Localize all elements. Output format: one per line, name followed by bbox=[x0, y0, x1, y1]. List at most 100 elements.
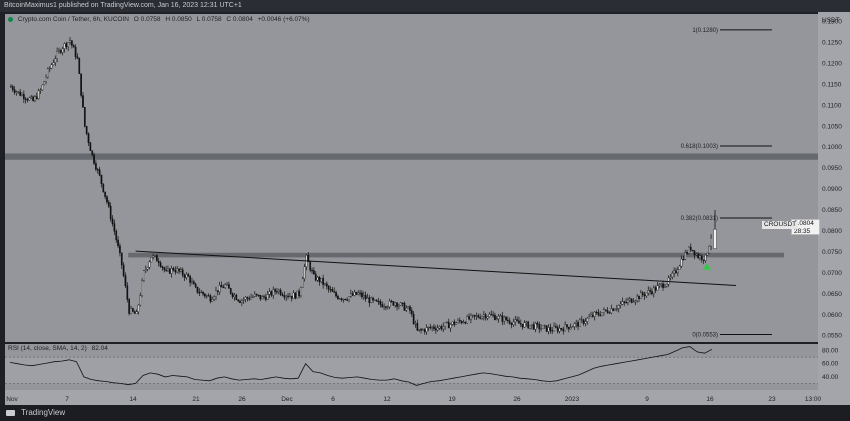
candle-body bbox=[150, 257, 153, 263]
candle-body bbox=[59, 50, 62, 53]
candle-body bbox=[152, 255, 155, 258]
candle-body bbox=[178, 268, 180, 272]
candle-body bbox=[220, 285, 223, 288]
candle-body bbox=[298, 290, 300, 296]
candle-body bbox=[547, 327, 550, 332]
candle-body bbox=[686, 252, 688, 254]
candle-body bbox=[346, 299, 348, 301]
candle-body bbox=[425, 327, 428, 333]
candle-body bbox=[414, 323, 417, 325]
candle-body bbox=[651, 291, 653, 294]
candle-body bbox=[427, 326, 430, 329]
y-tick-label: 0.1200 bbox=[822, 60, 842, 67]
candle-body bbox=[311, 269, 313, 272]
candle-body bbox=[45, 76, 47, 82]
rsi-line bbox=[9, 346, 713, 386]
candle-body bbox=[26, 99, 29, 101]
candle-body bbox=[385, 306, 387, 308]
candle-body bbox=[157, 260, 160, 264]
candle-body bbox=[654, 287, 657, 291]
candle-body bbox=[497, 315, 500, 320]
candle-body bbox=[102, 183, 105, 193]
candle-body bbox=[331, 289, 334, 292]
candle-body bbox=[47, 68, 49, 78]
candle-body bbox=[627, 299, 629, 303]
candle-body bbox=[418, 329, 421, 331]
candle-body bbox=[567, 326, 570, 330]
open-value: O 0.0758 bbox=[133, 16, 161, 23]
candle-body bbox=[277, 289, 280, 293]
candle-body bbox=[250, 297, 252, 300]
candle-body bbox=[386, 306, 389, 308]
candle-body bbox=[597, 312, 600, 315]
candle-body bbox=[710, 237, 712, 247]
candle-body bbox=[21, 94, 23, 96]
candle-body bbox=[322, 278, 324, 285]
candle-body bbox=[532, 324, 535, 330]
candle-body bbox=[362, 295, 365, 298]
candle-body bbox=[98, 169, 101, 176]
candle-body bbox=[457, 320, 459, 323]
candle-body bbox=[619, 303, 622, 306]
candle-body bbox=[229, 288, 232, 294]
candle-body bbox=[268, 291, 271, 295]
candle-body bbox=[259, 295, 262, 300]
candle-body bbox=[702, 259, 705, 261]
fib-level-label: 1(0.1280) bbox=[692, 28, 718, 34]
candle-body bbox=[272, 289, 275, 296]
candle-body bbox=[65, 43, 68, 48]
footer-brand[interactable]: TradingView bbox=[21, 408, 66, 417]
candle-body bbox=[621, 301, 624, 305]
candle-body bbox=[628, 298, 631, 301]
candle-body bbox=[645, 292, 648, 297]
x-tick-label: 21 bbox=[192, 396, 200, 403]
candle-body bbox=[665, 283, 668, 287]
trendline bbox=[135, 250, 737, 286]
candle-body bbox=[381, 304, 384, 308]
candle-body bbox=[486, 316, 489, 319]
candle-body bbox=[30, 96, 33, 99]
candle-body bbox=[143, 270, 145, 281]
candle-body bbox=[361, 292, 363, 298]
candle-body bbox=[187, 274, 190, 277]
candle-body bbox=[523, 322, 526, 328]
candle-body bbox=[551, 330, 554, 332]
candle-body bbox=[664, 286, 666, 288]
candle-body bbox=[113, 223, 116, 232]
candle-body bbox=[246, 297, 249, 299]
candle-body bbox=[266, 293, 269, 300]
x-tick-label: 23 bbox=[768, 396, 776, 403]
candle-body bbox=[514, 319, 517, 323]
candle-body bbox=[313, 270, 315, 275]
candle-body bbox=[344, 298, 347, 301]
candle-body bbox=[124, 275, 127, 287]
candle-body bbox=[458, 320, 461, 322]
candle-body bbox=[320, 278, 323, 283]
candle-body bbox=[107, 201, 110, 207]
candle-body bbox=[505, 316, 507, 321]
change-value: +0.0046 (+6.07%) bbox=[257, 16, 310, 23]
candle-body bbox=[72, 45, 75, 48]
candle-body bbox=[48, 67, 51, 70]
candle-body bbox=[183, 274, 186, 278]
candle-body bbox=[569, 327, 572, 330]
candle-body bbox=[17, 91, 20, 93]
symbol-label[interactable]: Crypto.com Coin / Tether, 6h, KUCOIN bbox=[17, 16, 129, 23]
y-tick-label: 0.0550 bbox=[822, 333, 842, 340]
candle-body bbox=[612, 308, 615, 311]
x-tick-label: 12 bbox=[383, 396, 391, 403]
candle-body bbox=[440, 326, 443, 330]
x-tick-label: Dec bbox=[281, 396, 293, 403]
candle-body bbox=[231, 293, 234, 297]
candle-body bbox=[176, 268, 179, 273]
rsi-label[interactable]: RSI (14, close, SMA, 14, 2) bbox=[8, 345, 87, 352]
candle-body bbox=[309, 261, 312, 271]
rsi-value: 82.04 bbox=[91, 345, 108, 352]
candle-body bbox=[490, 314, 493, 316]
candle-body bbox=[274, 289, 276, 292]
candle-body bbox=[608, 312, 611, 314]
low-value: L 0.0758 bbox=[196, 16, 222, 23]
candle-body bbox=[39, 89, 42, 91]
candle-body bbox=[248, 298, 251, 300]
